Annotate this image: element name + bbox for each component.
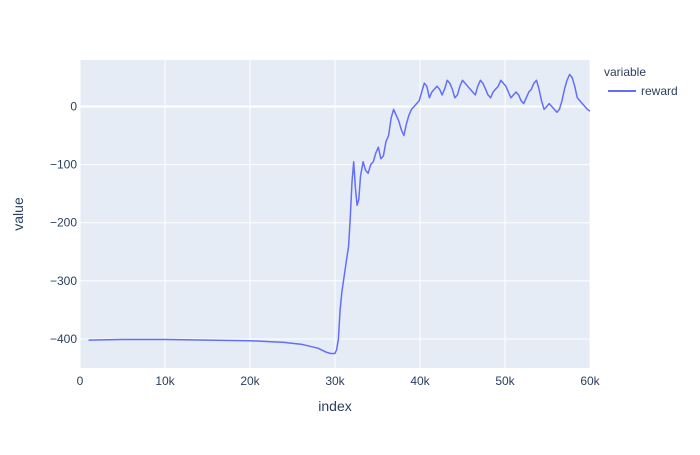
y-tick-label: −200 [50,216,77,230]
x-tick-label: 40k [410,374,430,388]
series-line-reward [88,73,591,355]
y-tick-labels: −400 −300 −200 −100 0 [50,99,77,345]
x-tick-label: 60k [580,374,600,388]
y-tick-label: −100 [50,158,77,172]
x-tick-label: 10k [155,374,175,388]
y-tick-label: 0 [70,99,77,113]
y-tick-label: −400 [50,332,77,346]
legend[interactable]: variable reward [604,65,678,98]
legend-label-reward[interactable]: reward [641,84,678,98]
x-tick-label: 0 [77,374,84,388]
series-layer [88,73,591,355]
x-tick-label: 30k [325,374,345,388]
x-tick-labels: 0 10k 20k 30k 40k 50k 60k [77,374,601,388]
x-tick-label: 50k [495,374,515,388]
x-axis-title: index [318,398,351,414]
y-axis-title: value [10,197,26,231]
x-tick-label: 20k [240,374,260,388]
legend-title: variable [604,65,646,79]
y-tick-label: −300 [50,274,77,288]
